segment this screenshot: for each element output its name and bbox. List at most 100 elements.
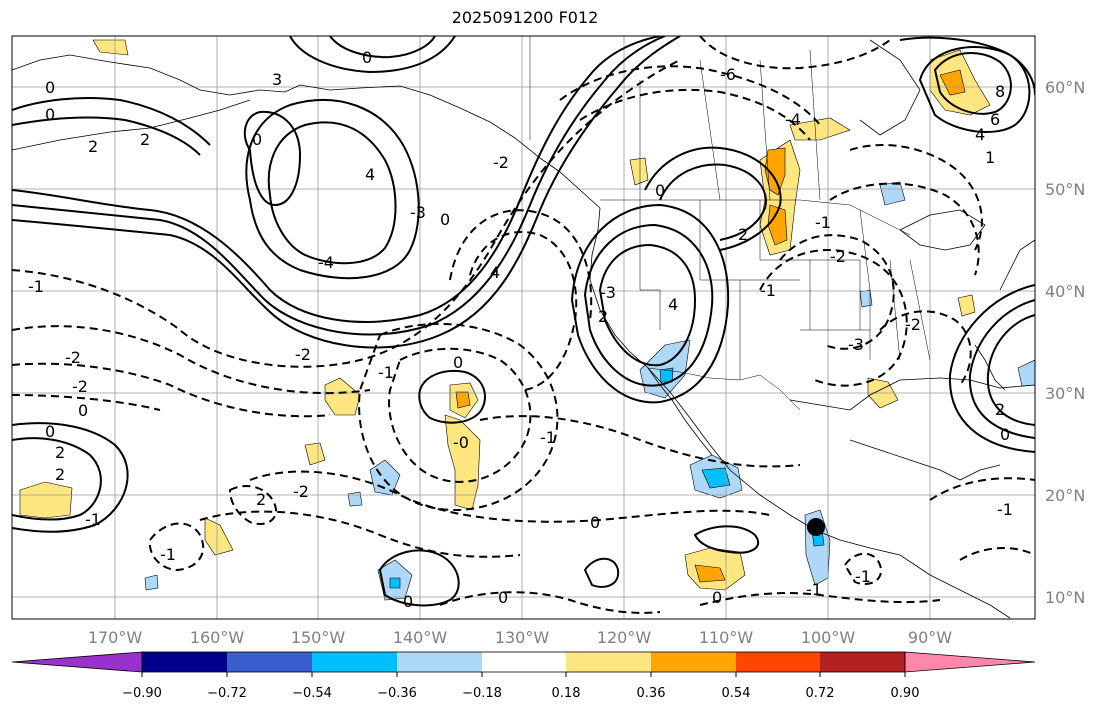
- contours-dashed: [12, 36, 1035, 614]
- hudson-bay: [859, 39, 921, 136]
- contour-line-dashed: [929, 477, 1035, 501]
- contour-label: 0: [453, 353, 463, 372]
- lat-label-30n: 30°N: [1045, 384, 1085, 403]
- shade-warm-core: [767, 204, 788, 246]
- contour-label: -1: [28, 277, 44, 296]
- contour-line: [329, 36, 436, 59]
- contour-label: -1: [815, 213, 831, 232]
- contour-label: 0: [78, 401, 88, 420]
- contour-label: 4: [975, 125, 985, 144]
- contour-line-dashed: [699, 36, 891, 70]
- shade-cool-core: [701, 467, 731, 489]
- contour-line: [267, 121, 397, 265]
- contour-line-dashed: [449, 209, 593, 321]
- contour-label: 2: [55, 443, 65, 462]
- lat-label-40n: 40°N: [1045, 282, 1085, 301]
- colorbar-segment: [820, 652, 905, 672]
- contour-label: 6: [990, 110, 1000, 129]
- shade-cool-patch: [144, 574, 159, 591]
- colorbar-extend-low: [11, 651, 143, 673]
- lat-label-50n: 50°N: [1045, 180, 1085, 199]
- shade-cool-patch: [1017, 359, 1035, 387]
- lon-label-160w: 160°W: [190, 628, 245, 647]
- contour-line-dashed: [843, 552, 882, 585]
- coastline-west-us: [589, 207, 1011, 619]
- latitude-labels: 60°N 50°N 40°N 30°N 20°N 10°N: [1045, 78, 1085, 607]
- contour-label: 0: [440, 210, 450, 229]
- contour-line: [583, 223, 714, 387]
- contour-label: -1: [378, 363, 394, 382]
- contour-label: 0: [712, 588, 722, 607]
- contour-label: -2: [830, 247, 846, 266]
- shade-warm-core: [455, 391, 471, 409]
- contour-line: [12, 422, 129, 533]
- contour-line-dashed: [849, 144, 983, 251]
- lon-label-110w: 110°W: [699, 628, 754, 647]
- colorbar-tick-label: −0.72: [207, 686, 247, 701]
- contour-line: [918, 46, 1031, 133]
- contour-line: [289, 36, 456, 74]
- colorbar-tick-label: 0.18: [552, 686, 581, 701]
- contour-line: [12, 36, 666, 336]
- contour-line: [986, 314, 1035, 426]
- map-background: [12, 36, 1035, 619]
- lon-label-150w: 150°W: [291, 628, 346, 647]
- contour-label: -1: [855, 567, 871, 586]
- contour-label: 2: [598, 307, 608, 326]
- contour-label: -4: [318, 253, 334, 272]
- lon-label-170w: 170°W: [88, 628, 143, 647]
- coastline-gulf: [789, 377, 1035, 411]
- contour-line-dashed: [479, 415, 801, 468]
- contour-label: 0: [45, 422, 55, 441]
- contour-line-dashed: [12, 325, 371, 395]
- contour-line-dashed: [559, 65, 821, 126]
- colorbar-frame: [141, 651, 906, 673]
- contour-labels: 0 2 2 0 -2 -2 0 0 2 2 -1 -1 -1 3 0 0 4 -…: [28, 48, 1013, 611]
- shading-layer: [19, 39, 1035, 601]
- contour-label: 0: [45, 78, 55, 97]
- contour-line-dashed: [199, 510, 521, 558]
- contour-label: -1: [806, 580, 822, 599]
- shade-warm-core: [939, 69, 966, 96]
- contour-label: 2: [140, 130, 150, 149]
- contour-line: [418, 370, 486, 424]
- contour-line: [933, 51, 1012, 115]
- contour-line: [378, 549, 460, 607]
- contour-line-dashed: [879, 310, 972, 386]
- lon-label-130w: 130°W: [495, 628, 550, 647]
- lat-label-60n: 60°N: [1045, 78, 1085, 97]
- contour-line: [598, 243, 697, 367]
- border-us-canada: [600, 199, 911, 236]
- shade-cool-patch: [347, 491, 363, 507]
- shade-warm-patch: [92, 39, 129, 56]
- contour-label: 2: [995, 400, 1005, 419]
- contour-label: 0: [403, 592, 413, 611]
- contour-line-dashed: [439, 591, 661, 614]
- shade-warm-patch: [19, 481, 73, 519]
- canada-provinces: [639, 49, 821, 201]
- contour-line: [243, 110, 302, 207]
- shade-warm-patch: [304, 442, 326, 466]
- shade-warm-core: [764, 147, 786, 196]
- contour-line-dashed: [249, 470, 771, 523]
- contour-label: 2: [256, 490, 266, 509]
- contour-label: 3: [272, 70, 282, 89]
- colorbar-tick-label: 0.54: [722, 686, 751, 701]
- contour-line-dashed: [12, 362, 331, 418]
- contour-line-dashed: [699, 592, 941, 606]
- colorbar-tick-label: −0.18: [462, 686, 502, 701]
- contour-label: -0: [453, 433, 469, 452]
- contour-line: [583, 557, 620, 588]
- map-panel: 0 2 2 0 -2 -2 0 0 2 2 -1 -1 -1 3 0 0 4 -…: [12, 36, 1035, 619]
- colorbar: −0.90 −0.72 −0.54 −0.36 −0.18 0.18 0.36 …: [11, 651, 1036, 701]
- colorbar-tick-label: −0.90: [122, 686, 162, 701]
- contour-line-dashed: [12, 59, 681, 368]
- contour-label: -3: [848, 335, 864, 354]
- contour-label: -2: [493, 153, 509, 172]
- colorbar-tick-label: 0.90: [891, 686, 920, 701]
- coastline-yucatan: [849, 439, 1001, 481]
- contour-label: -1: [760, 281, 776, 300]
- contour-label: 4: [365, 165, 375, 184]
- contour-label: 0: [590, 513, 600, 532]
